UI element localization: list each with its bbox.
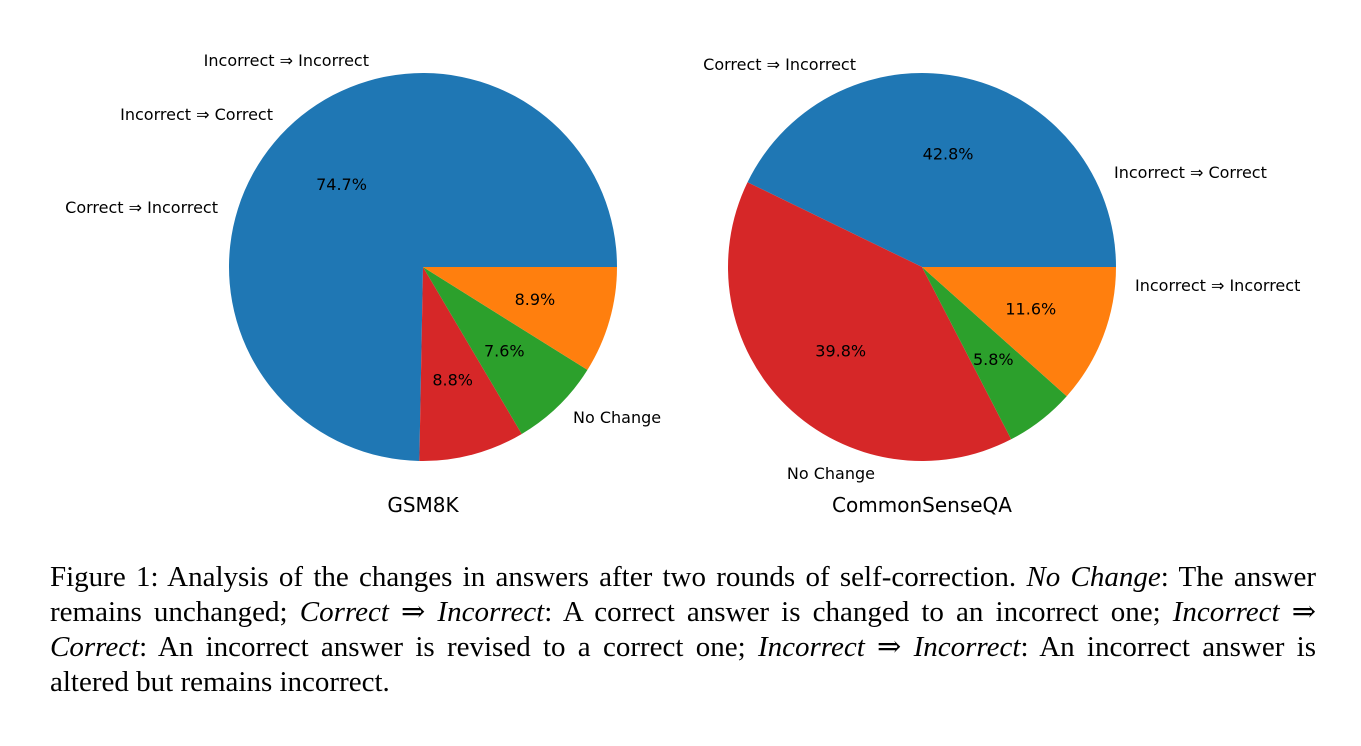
pie-chart-title: GSM8K xyxy=(387,493,459,517)
pie-category-label: Incorrect ⇒ Incorrect xyxy=(204,51,369,70)
pie-category-label: No Change xyxy=(787,464,875,483)
caption-def-correct-incorrect: : A correct answer is changed to an inco… xyxy=(544,596,1161,628)
pie-slice-incorrect-to-incorrect xyxy=(922,267,1116,397)
caption-def-incorrect-incorrect: : An incorrect answer is altered but rem… xyxy=(50,631,1316,698)
pie-percent-label: 11.6% xyxy=(1005,300,1056,319)
pie-category-label: Incorrect ⇒ Correct xyxy=(120,105,273,124)
caption-term-incorrect-incorrect: Incorrect ⇒ Incorrect xyxy=(757,631,1021,663)
pie-category-label: Correct ⇒ Incorrect xyxy=(703,55,856,74)
pie-category-label: No Change xyxy=(573,408,661,427)
pie-slice-correct-to-incorrect xyxy=(728,182,1012,461)
pie-percent-label: 42.8% xyxy=(923,145,974,164)
pie-charts-figure: 74.7% No Change 8.8% Correct ⇒ Incorrect 7.6… xyxy=(65,51,1300,517)
pie-category-label: Correct ⇒ Incorrect xyxy=(65,198,218,217)
pie-slice-incorrect-to-correct xyxy=(922,267,1067,440)
pie-percent-label: 39.8% xyxy=(815,341,866,360)
pie-slice-incorrect-to-correct xyxy=(423,267,588,434)
pie-chart-title: CommonSenseQA xyxy=(832,493,1012,517)
pie-percent-label: 5.8% xyxy=(973,350,1014,369)
pie-slice-no-change xyxy=(228,73,617,461)
caption-term-no-change: No Change xyxy=(1026,561,1161,593)
pie-chart-gsm8k: 74.7% No Change 8.8% Correct ⇒ Incorrect 7.6… xyxy=(65,51,661,517)
pie-slice-incorrect-to-incorrect xyxy=(423,267,617,370)
pie-slice-no-change xyxy=(747,73,1116,267)
caption-term-correct-incorrect: Correct ⇒ Incorrect xyxy=(299,596,545,628)
pie-category-label: Incorrect ⇒ Incorrect xyxy=(1135,276,1300,295)
pie-slice-correct-to-incorrect xyxy=(419,267,522,462)
pie-percent-label: 8.9% xyxy=(515,290,556,309)
pie-percent-label: 7.6% xyxy=(484,341,525,360)
pie-category-label: Incorrect ⇒ Correct xyxy=(1114,163,1267,182)
caption-term-incorrect-correct: Incorrect ⇒ Correct xyxy=(50,596,1317,663)
pie-percent-label: 8.8% xyxy=(432,371,473,390)
pie-chart-commonsenseqa: 42.8% No Change 39.8% Correct ⇒ Incorrect 5.… xyxy=(703,55,1300,517)
caption-def-incorrect-correct: : An incorrect answer is revised to a co… xyxy=(139,631,746,663)
caption-lead: Figure 1: Analysis of the changes in ans… xyxy=(50,561,1017,593)
figure-caption: Figure 1: Analysis of the changes in ans… xyxy=(50,560,1316,700)
caption-def-no-change: : The answer remains unchanged; xyxy=(50,561,1317,628)
pie-percent-label: 74.7% xyxy=(316,175,367,194)
